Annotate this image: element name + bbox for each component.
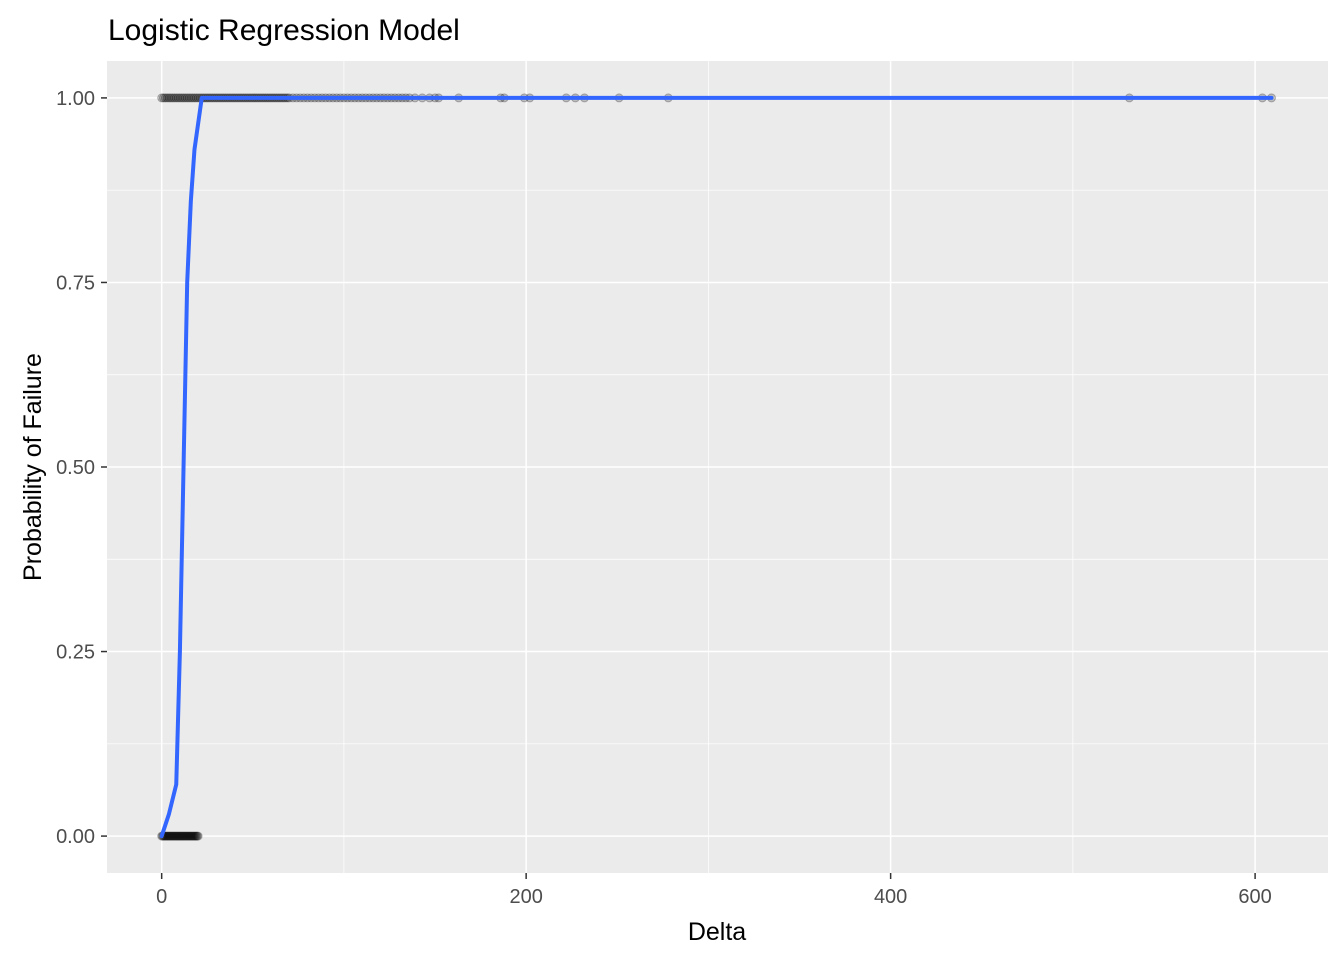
data-point <box>169 93 179 103</box>
data-point <box>182 93 192 103</box>
data-point <box>181 831 191 841</box>
data-point <box>183 831 193 841</box>
chart-title: Logistic Regression Model <box>108 14 460 47</box>
data-point <box>180 831 190 841</box>
y-tick-label: 0.00 <box>56 826 95 848</box>
data-point <box>178 831 188 841</box>
data-point <box>169 831 179 841</box>
data-point <box>189 93 199 103</box>
data-point <box>168 831 178 841</box>
data-point <box>172 831 182 841</box>
data-point <box>167 831 177 841</box>
data-point <box>173 831 183 841</box>
data-point <box>192 831 202 841</box>
x-tick-label: 400 <box>874 886 907 908</box>
data-point <box>168 93 178 103</box>
data-point <box>166 93 176 103</box>
data-point <box>189 831 199 841</box>
data-point <box>164 831 174 841</box>
data-point <box>163 831 173 841</box>
x-tick-label: 200 <box>509 886 542 908</box>
data-point <box>185 831 195 841</box>
y-tick-label: 1.00 <box>56 88 95 110</box>
data-point <box>179 831 189 841</box>
axis-ticks <box>101 97 1256 879</box>
data-point <box>186 831 196 841</box>
x-tick-label: 600 <box>1238 886 1271 908</box>
data-point <box>190 831 200 841</box>
data-point <box>188 831 198 841</box>
y-axis-title: Probability of Failure <box>19 353 47 581</box>
data-point <box>188 93 198 103</box>
data-point <box>182 831 192 841</box>
data-point <box>171 831 181 841</box>
data-point <box>171 93 181 103</box>
y-tick-label: 0.50 <box>56 457 95 479</box>
data-point <box>177 93 187 103</box>
data-point <box>184 831 194 841</box>
y-tick-label: 0.25 <box>56 642 95 664</box>
data-point <box>191 831 201 841</box>
data-point <box>158 93 168 103</box>
data-point <box>186 93 196 103</box>
data-point <box>187 831 197 841</box>
data-point <box>169 831 179 841</box>
fitted-line <box>159 95 1274 839</box>
x-axis-title: Delta <box>688 918 746 946</box>
tick-labels: 0 200 400 600 0.00 0.25 0.50 0.75 1.00 <box>56 88 1272 908</box>
data-point <box>189 831 199 841</box>
data-point <box>160 93 170 103</box>
data-point <box>184 93 194 103</box>
data-point <box>176 831 186 841</box>
data-point <box>157 93 167 103</box>
fitted-curve <box>159 95 1274 839</box>
data-point <box>175 93 185 103</box>
data-point <box>179 831 189 841</box>
data-point <box>162 93 172 103</box>
x-tick-label: 0 <box>156 886 167 908</box>
data-point <box>166 831 176 841</box>
data-point <box>193 831 203 841</box>
data-point <box>180 93 190 103</box>
data-point <box>174 831 184 841</box>
data-point <box>164 93 174 103</box>
y-tick-label: 0.75 <box>56 272 95 294</box>
data-point <box>177 831 187 841</box>
data-point <box>173 93 183 103</box>
data-point <box>175 831 185 841</box>
data-point <box>170 831 180 841</box>
data-point <box>165 831 175 841</box>
data-point <box>179 93 189 103</box>
